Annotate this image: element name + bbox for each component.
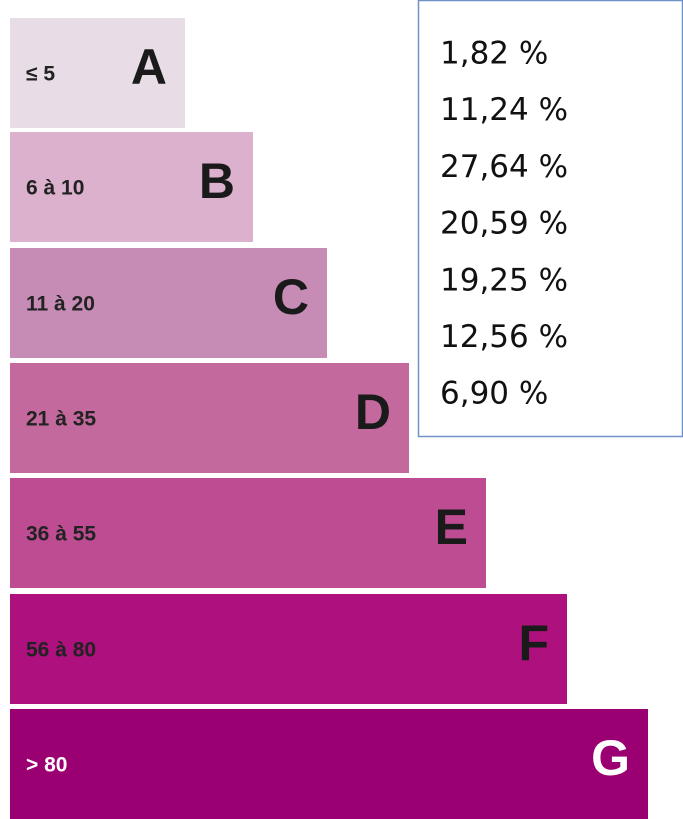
band	[10, 132, 253, 242]
band-letter: B	[199, 153, 235, 209]
band-range: > 80	[26, 754, 67, 777]
band	[10, 248, 327, 358]
band-letter: G	[591, 730, 630, 786]
band-range: 56 à 80	[26, 639, 96, 662]
percentage: 6,90 %	[440, 376, 548, 412]
band-letter: D	[355, 384, 391, 440]
band-letter: A	[131, 39, 167, 95]
percentage: 20,59 %	[440, 206, 568, 242]
band	[10, 594, 567, 704]
band-range: 6 à 10	[26, 177, 84, 200]
band-letter: E	[435, 499, 468, 555]
band	[10, 363, 409, 473]
percentage: 19,25 %	[440, 262, 568, 298]
band-range: 21 à 35	[26, 408, 96, 431]
band-range: 11 à 20	[26, 293, 95, 316]
percentage: 11,24 %	[440, 92, 568, 128]
band	[10, 478, 486, 588]
percentage: 12,56 %	[440, 319, 568, 355]
band-letter: F	[518, 615, 549, 671]
band	[10, 18, 185, 128]
band-range: 36 à 55	[26, 523, 96, 546]
percentage: 1,82 %	[440, 36, 548, 72]
band-letter: C	[273, 269, 309, 325]
band	[10, 709, 648, 819]
band-range: ≤ 5	[26, 63, 55, 86]
percentage: 27,64 %	[440, 149, 568, 185]
percentage-box	[417, 0, 683, 438]
